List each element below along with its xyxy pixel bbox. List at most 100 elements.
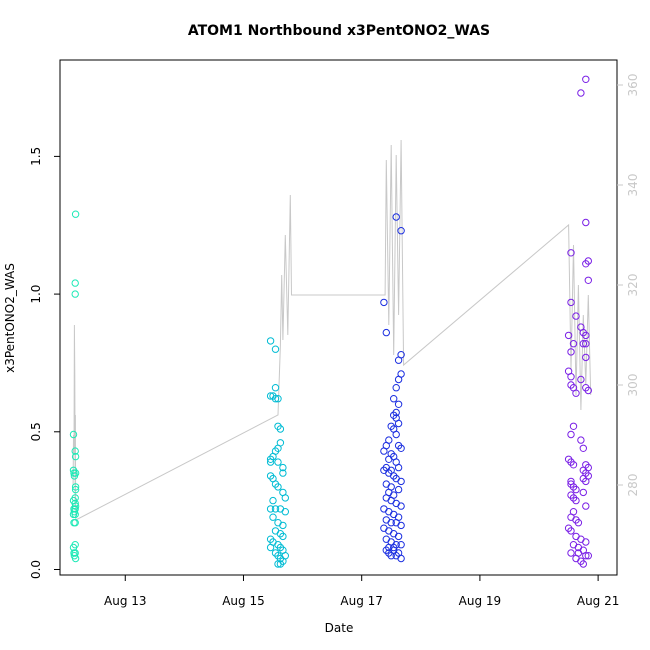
data-point	[281, 508, 289, 516]
data-point	[71, 483, 80, 491]
data-point	[71, 499, 79, 508]
data-point	[567, 430, 575, 439]
data-point	[579, 560, 587, 568]
data-point	[564, 331, 573, 340]
data-point	[276, 560, 285, 568]
data-point	[380, 447, 388, 455]
data-point	[279, 463, 287, 472]
data-point	[582, 502, 590, 510]
data-point	[279, 521, 287, 530]
y2-tick-label: 340	[626, 174, 640, 197]
x-tick-label: Aug 13	[104, 594, 147, 608]
y2-tick-label: 300	[626, 374, 640, 397]
data-point	[579, 444, 587, 452]
data-point	[71, 210, 80, 218]
data-point	[382, 494, 390, 502]
y2-axis: 280 300 320 340 360	[617, 74, 640, 497]
data-point	[269, 496, 277, 505]
data-point	[394, 419, 403, 428]
data-point	[567, 527, 575, 535]
data-point	[397, 477, 405, 486]
data-point	[271, 345, 280, 353]
data-point	[394, 463, 403, 472]
data-point	[584, 552, 592, 560]
data-point	[390, 530, 398, 538]
data-point	[380, 524, 388, 532]
x-tick-label: Aug 15	[222, 594, 265, 608]
data-point	[579, 488, 587, 497]
x-axis-label: Date	[325, 621, 354, 635]
data-point	[71, 502, 80, 510]
data-point	[276, 425, 285, 433]
data-point	[582, 538, 590, 546]
data-point	[394, 375, 403, 384]
data-point	[266, 505, 275, 513]
data-point	[271, 395, 280, 403]
data-point	[567, 249, 575, 257]
data-point	[271, 384, 280, 392]
x-tick-label: Aug 21	[577, 594, 620, 608]
data-point	[385, 508, 393, 516]
data-point	[569, 461, 578, 469]
data-point	[71, 452, 80, 461]
data-point	[380, 298, 388, 307]
data-point	[266, 455, 275, 463]
data-point	[385, 455, 393, 463]
data-point	[582, 331, 590, 340]
data-point	[584, 386, 592, 395]
data-point	[71, 549, 79, 557]
data-point	[567, 298, 575, 307]
data-point	[569, 340, 578, 348]
data-point	[567, 549, 575, 557]
data-point	[274, 458, 282, 466]
data-point	[271, 505, 280, 513]
data-point	[579, 340, 587, 348]
y2-tick-label: 360	[626, 74, 640, 97]
data-point	[382, 328, 390, 337]
data-point	[397, 227, 405, 235]
y-axis-label: x3PentONO2_WAS	[3, 263, 17, 373]
data-point	[582, 340, 590, 348]
data-point	[397, 521, 405, 530]
data-point	[71, 279, 79, 287]
data-point	[70, 472, 79, 480]
x-tick-label: Aug 19	[459, 594, 502, 608]
chart-title: ATOM1 Northbound x3PentONO2_WAS	[188, 23, 490, 39]
data-point	[266, 458, 275, 466]
data-point	[394, 356, 403, 364]
data-point	[584, 276, 592, 284]
y-tick-label: 0.5	[29, 422, 43, 441]
data-point	[274, 395, 282, 403]
data-point	[569, 422, 578, 430]
data-point	[397, 541, 405, 549]
plot-frame	[59, 59, 618, 576]
data-point	[71, 519, 79, 527]
data-point	[572, 312, 580, 320]
data-point	[69, 430, 78, 439]
line-series-1	[72, 139, 592, 521]
data-point	[572, 485, 580, 494]
data-point	[71, 505, 79, 513]
data-point	[582, 218, 590, 227]
data-point	[71, 447, 79, 455]
data-point	[266, 337, 275, 345]
data-point	[281, 494, 289, 502]
line-series-layer	[72, 139, 592, 521]
y-tick-label: 1.0	[29, 285, 43, 304]
data-point	[394, 400, 403, 408]
data-point	[71, 494, 79, 502]
data-point	[574, 519, 583, 527]
data-point	[392, 430, 400, 439]
data-point	[574, 549, 583, 557]
data-point	[577, 89, 585, 97]
data-point	[582, 477, 590, 486]
data-point	[582, 75, 590, 84]
data-point	[394, 485, 403, 494]
data-point	[385, 549, 393, 557]
y2-tick-label: 280	[626, 474, 640, 497]
data-point	[572, 496, 580, 505]
data-point	[397, 444, 405, 452]
y-tick-label: 1.5	[29, 147, 43, 166]
data-point	[279, 469, 287, 477]
data-point	[577, 375, 585, 384]
